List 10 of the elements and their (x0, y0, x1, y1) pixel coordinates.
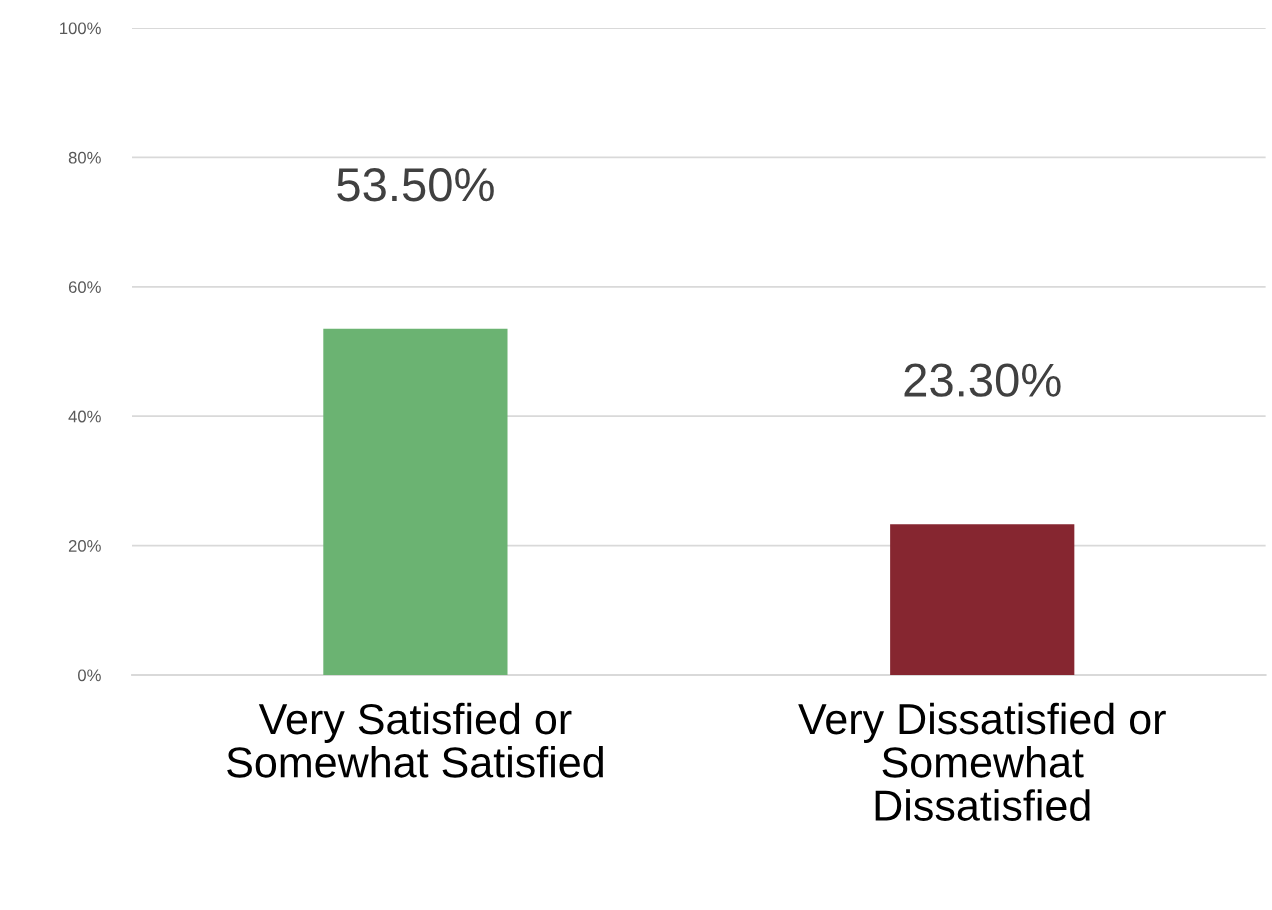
y-tick-label: 60% (68, 281, 101, 293)
y-tick-label: 20% (68, 540, 101, 552)
x-tick-label: Very Satisfied or Somewhat Satisfied (227, 702, 603, 778)
y-tick-label: 40% (68, 410, 101, 423)
y-tick-label: 80% (68, 151, 101, 164)
data-label: 53.50% (337, 168, 494, 202)
y-tick-label: 100% (60, 22, 101, 35)
y-tick-label: 0% (78, 669, 101, 682)
x-tick-label: Very Dissatisfied or Somewhat Dissatisfied (798, 702, 1166, 821)
data-label: 23.30% (904, 363, 1061, 397)
